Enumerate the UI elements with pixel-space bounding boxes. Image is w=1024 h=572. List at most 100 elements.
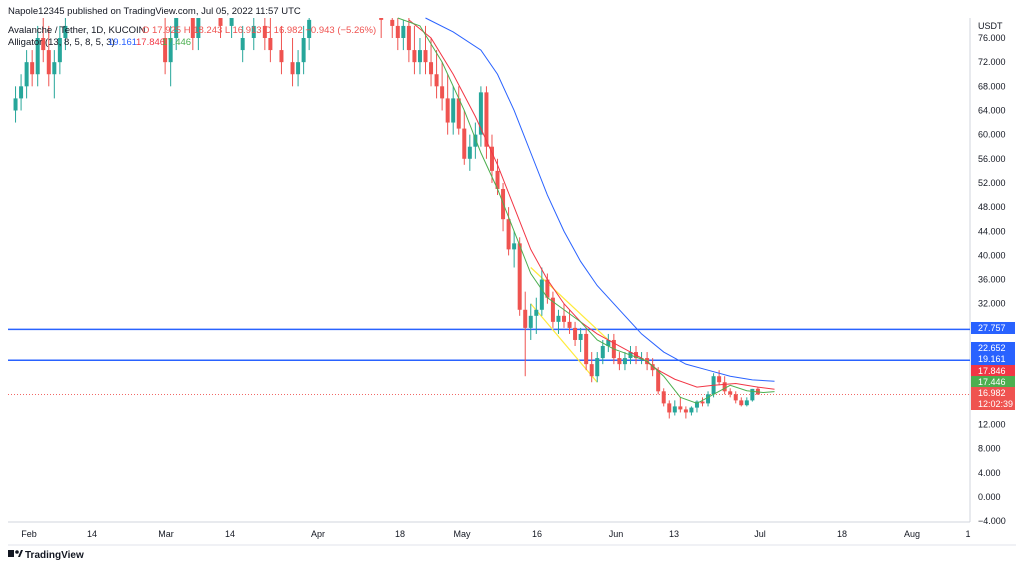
alligator-jaw-line bbox=[425, 17, 775, 382]
y-tick-label: 52.000 bbox=[978, 178, 1006, 188]
candle-body bbox=[667, 403, 672, 413]
candle-body bbox=[694, 401, 699, 408]
symbol-text: Avalanche / Tether, 1D, KUCOIN bbox=[8, 25, 146, 36]
candle-body bbox=[390, 19, 395, 26]
price-label-box bbox=[971, 376, 1015, 388]
candle-body bbox=[589, 364, 594, 377]
price-label-text: 27.757 bbox=[978, 323, 1006, 333]
price-label-box bbox=[971, 398, 1015, 410]
candle-body bbox=[290, 62, 295, 75]
x-tick-label: Apr bbox=[311, 529, 325, 539]
candle-body bbox=[434, 74, 439, 87]
candle-body bbox=[728, 391, 733, 395]
candle-body bbox=[567, 321, 572, 328]
candle-body bbox=[700, 401, 705, 404]
x-tick-label: 13 bbox=[669, 529, 679, 539]
alligator-lines bbox=[397, 17, 775, 404]
y-tick-label: 60.000 bbox=[978, 130, 1006, 140]
candle-body bbox=[429, 62, 434, 75]
x-tick-label: 14 bbox=[87, 529, 97, 539]
candle-body bbox=[417, 50, 422, 63]
candle-body bbox=[672, 406, 677, 413]
price-label-box bbox=[971, 322, 1015, 334]
candle-body bbox=[683, 409, 688, 413]
x-tick-label: May bbox=[453, 529, 471, 539]
candle-body bbox=[484, 92, 489, 147]
candle-body bbox=[174, 18, 179, 38]
x-tick-label: 18 bbox=[395, 529, 405, 539]
horizontal-lines bbox=[8, 328, 970, 395]
currency-label: USDT bbox=[978, 21, 1003, 31]
y-tick-label: 44.000 bbox=[978, 226, 1006, 236]
candle-body bbox=[412, 50, 417, 63]
candle-body bbox=[168, 38, 173, 63]
candle-body bbox=[739, 400, 744, 406]
candle-body bbox=[656, 370, 661, 392]
candle-body bbox=[595, 358, 600, 377]
y-tick-label: −4.000 bbox=[978, 516, 1006, 526]
candle-body bbox=[229, 18, 234, 26]
candle-body bbox=[717, 376, 722, 383]
candle-body bbox=[196, 18, 201, 38]
candle-body bbox=[473, 134, 478, 147]
candle-body bbox=[301, 38, 306, 63]
candle-body bbox=[517, 243, 522, 310]
indicator-jaw-value: 19.161 bbox=[108, 37, 137, 48]
candle-body bbox=[13, 98, 18, 111]
candle-body bbox=[440, 86, 445, 99]
candle-body bbox=[744, 400, 749, 406]
price-label-text: 17.446 bbox=[978, 377, 1006, 387]
candle-body bbox=[622, 358, 627, 365]
candle-body bbox=[578, 333, 583, 340]
candle-body bbox=[240, 38, 245, 51]
ohlc-text: O 17.925 H 18.243 L 16.913 C 16.982 −0.9… bbox=[142, 25, 376, 36]
candle-body bbox=[733, 394, 738, 401]
price-label-box bbox=[971, 342, 1015, 354]
tradingview-logo-icon bbox=[8, 550, 23, 557]
candle-body bbox=[539, 279, 544, 310]
price-label-text: 12:02:39 bbox=[978, 399, 1013, 409]
y-tick-label: 32.000 bbox=[978, 299, 1006, 309]
candle-body bbox=[706, 394, 711, 404]
candle-body bbox=[218, 18, 223, 26]
x-tick-label: 14 bbox=[225, 529, 235, 539]
alligator-teeth-line bbox=[408, 19, 775, 390]
x-tick-label: Aug bbox=[904, 529, 920, 539]
candle-body bbox=[584, 333, 589, 365]
candle-body bbox=[606, 339, 611, 347]
candle-body bbox=[556, 315, 561, 322]
x-tick-label: 18 bbox=[837, 529, 847, 539]
candle-body bbox=[550, 297, 555, 322]
candle-body bbox=[163, 38, 168, 63]
candle-body bbox=[506, 219, 511, 250]
publisher-text: Napole12345 published on TradingView.com… bbox=[8, 6, 301, 17]
candle-body bbox=[395, 25, 400, 38]
candle-body bbox=[451, 98, 456, 123]
candle-body bbox=[573, 327, 578, 340]
price-label-text: 19.161 bbox=[978, 354, 1006, 364]
y-tick-label: 64.000 bbox=[978, 105, 1006, 115]
candle-body bbox=[41, 38, 46, 51]
brand-text: TradingView bbox=[25, 550, 84, 561]
candle-body bbox=[462, 128, 467, 159]
indicator-teeth-value: 17.846 bbox=[136, 37, 165, 48]
candle-body bbox=[456, 98, 461, 129]
y-tick-label: 12.000 bbox=[978, 420, 1006, 430]
candle-body bbox=[307, 19, 312, 38]
price-label-text: 17.846 bbox=[978, 366, 1006, 376]
candle-body bbox=[24, 62, 29, 87]
y-tick-label: 56.000 bbox=[978, 154, 1006, 164]
candle-body bbox=[401, 25, 406, 38]
x-tick-label: 1 bbox=[965, 529, 970, 539]
candle-body bbox=[379, 18, 384, 20]
candles bbox=[13, 18, 760, 419]
x-axis-ticks: Feb 14 Mar 14 Apr 18 May 16 Jun 13 Jul 18 Aug 1 bbox=[21, 529, 970, 539]
candle-body bbox=[251, 25, 256, 38]
candle-body bbox=[650, 364, 655, 371]
y-tick-label: 36.000 bbox=[978, 275, 1006, 285]
indicator-text: Alligator (13, 8, 5, 8, 5, 3) bbox=[8, 37, 115, 48]
candle-body bbox=[512, 243, 517, 250]
